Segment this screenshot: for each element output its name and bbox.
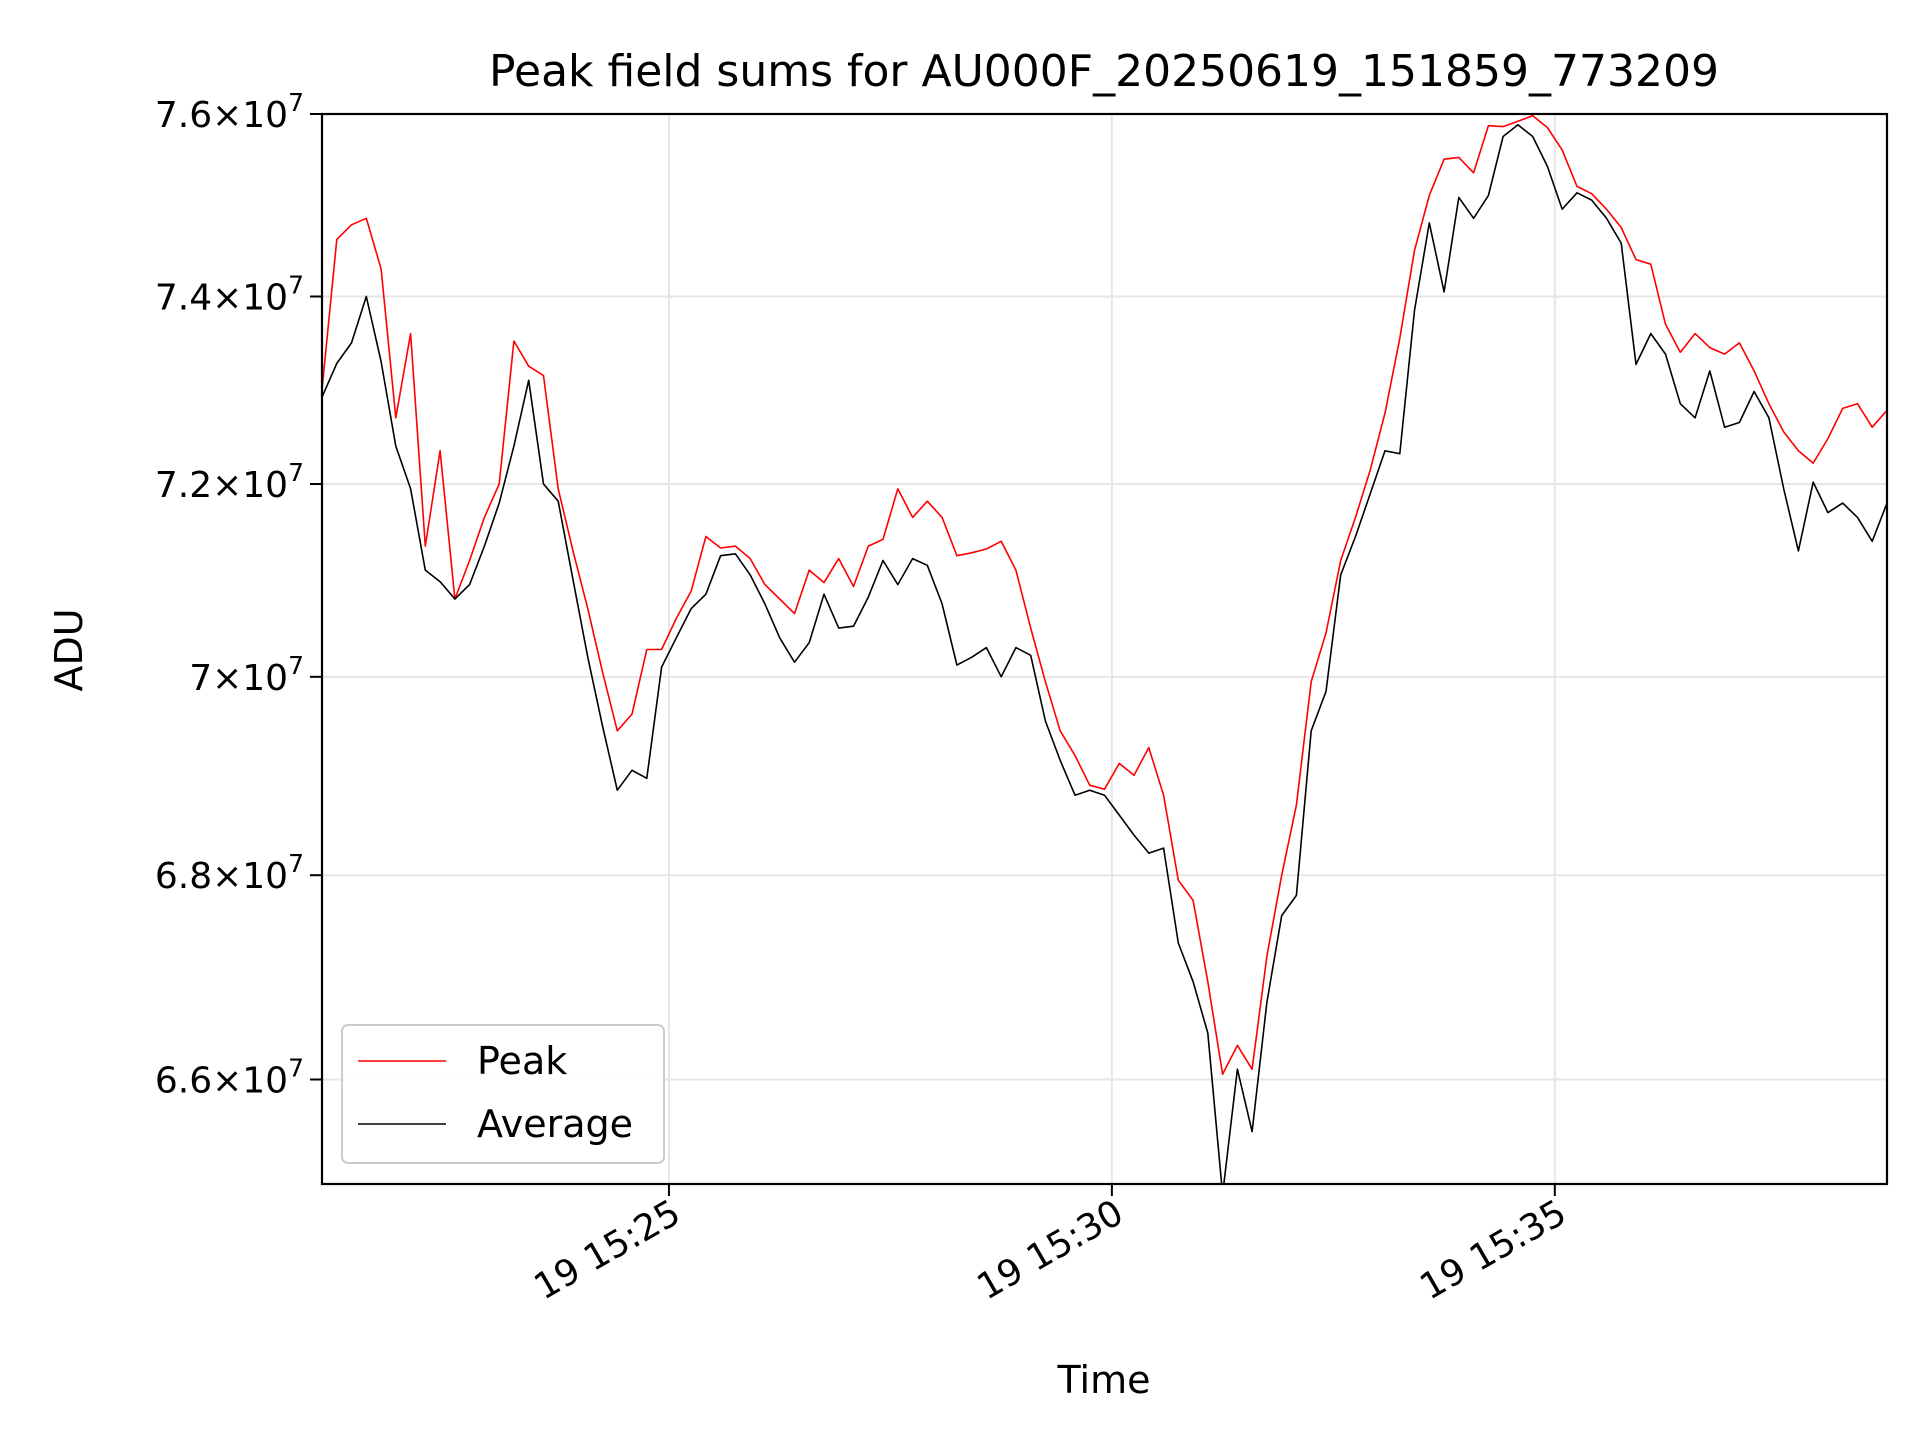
legend-average-label: Average — [477, 1102, 633, 1146]
plot-frame — [320, 112, 1889, 1186]
y-tick-label: 6.6×107 — [155, 1054, 304, 1102]
y-tick-label: 7.2×107 — [155, 458, 304, 506]
y-tick-label: 7.6×107 — [155, 88, 304, 136]
legend-box — [341, 1024, 665, 1164]
legend: Peak Average — [341, 1024, 665, 1164]
chart-title: Peak field sums for AU000F_20250619_1518… — [489, 46, 1719, 97]
y-axis-label: ADU — [47, 608, 91, 691]
y-tick-label: 7×107 — [189, 651, 304, 699]
y-tick-label: 7.4×107 — [155, 271, 304, 319]
series-line-peak — [322, 115, 1887, 1076]
series-layer — [322, 115, 1887, 1184]
y-axis: 6.6×107 6.8×107 7×107 7.2×107 7.4×107 7.6×107 — [155, 88, 322, 1102]
x-axis-label: Time — [1057, 1358, 1151, 1402]
legend-peak-label: Peak — [477, 1039, 567, 1083]
series-line-average — [322, 124, 1887, 1184]
y-tick-label: 6.8×107 — [155, 849, 304, 897]
